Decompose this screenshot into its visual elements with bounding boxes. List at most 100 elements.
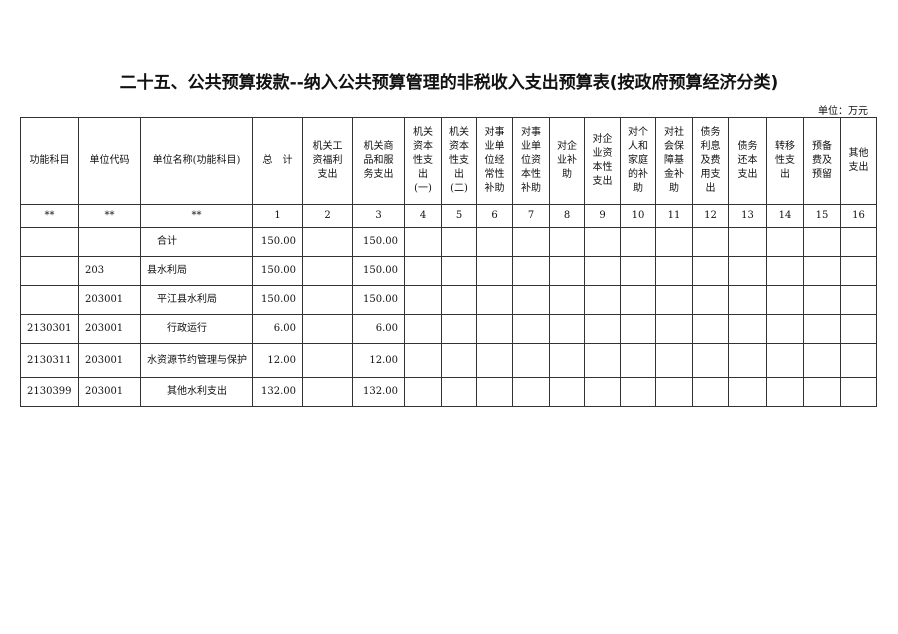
header-cell: 对事 业单 位经 常性 补助 bbox=[476, 117, 513, 205]
function-code-cell: 2130301 bbox=[20, 314, 79, 344]
header-cell: 单位名称(功能科目) bbox=[140, 117, 253, 205]
empty-cell bbox=[655, 256, 693, 286]
empty-cell bbox=[404, 377, 442, 407]
column-number-cell: 16 bbox=[840, 204, 877, 228]
empty-cell bbox=[404, 256, 442, 286]
empty-cell bbox=[840, 256, 877, 286]
total-cell: 6.00 bbox=[252, 314, 303, 344]
header-cell: 机关工 资福利 支出 bbox=[302, 117, 353, 205]
unit-code-cell: 203001 bbox=[78, 285, 141, 315]
empty-cell bbox=[692, 343, 729, 378]
unit-code-cell: 203 bbox=[78, 256, 141, 286]
empty-cell bbox=[441, 256, 477, 286]
empty-cell bbox=[692, 227, 729, 257]
function-code-cell: 2130311 bbox=[20, 343, 79, 378]
column-number-cell: 2 bbox=[302, 204, 353, 228]
empty-cell bbox=[620, 256, 656, 286]
empty-cell bbox=[692, 256, 729, 286]
empty-cell bbox=[840, 343, 877, 378]
unit-name-cell: 其他水利支出 bbox=[140, 377, 253, 407]
unit-code-cell: 203001 bbox=[78, 314, 141, 344]
header-cell: 转移 性支 出 bbox=[766, 117, 804, 205]
empty-cell bbox=[584, 343, 621, 378]
salary-cell bbox=[302, 377, 353, 407]
goods-services-cell: 6.00 bbox=[352, 314, 405, 344]
column-number-cell: 5 bbox=[441, 204, 477, 228]
empty-cell bbox=[803, 227, 841, 257]
empty-cell bbox=[728, 256, 767, 286]
empty-cell bbox=[404, 343, 442, 378]
header-cell: 债务 利息 及费 用支 出 bbox=[692, 117, 729, 205]
total-cell: 150.00 bbox=[252, 285, 303, 315]
empty-cell bbox=[728, 285, 767, 315]
column-number-cell: 8 bbox=[549, 204, 585, 228]
empty-cell bbox=[549, 256, 585, 286]
empty-cell bbox=[692, 377, 729, 407]
empty-cell bbox=[620, 377, 656, 407]
column-number-cell: ** bbox=[78, 204, 141, 228]
empty-cell bbox=[840, 314, 877, 344]
empty-cell bbox=[728, 377, 767, 407]
unit-code-cell: 203001 bbox=[78, 343, 141, 378]
header-cell: 总 计 bbox=[252, 117, 303, 205]
empty-cell bbox=[549, 314, 585, 344]
unit-name-cell: 行政运行 bbox=[140, 314, 253, 344]
header-cell: 对事 业单 位资 本性 补助 bbox=[512, 117, 550, 205]
table-row: 2130399 203001 其他水利支出 132.00 132.00 bbox=[20, 377, 877, 407]
table-row: 2130301 203001 行政运行 6.00 6.00 bbox=[20, 314, 877, 344]
empty-cell bbox=[584, 227, 621, 257]
table-row: 203001 平江县水利局 150.00 150.00 bbox=[20, 285, 877, 315]
empty-cell bbox=[549, 285, 585, 315]
empty-cell bbox=[655, 314, 693, 344]
empty-cell bbox=[803, 285, 841, 315]
header-cell: 其他 支出 bbox=[840, 117, 877, 205]
empty-cell bbox=[840, 227, 877, 257]
header-row: 功能科目 单位代码 单位名称(功能科目) 总 计机关工 资福利 支出 机关商 品和服 务… bbox=[20, 117, 877, 205]
header-cell: 对企 业资 本性 支出 bbox=[584, 117, 621, 205]
salary-cell bbox=[302, 256, 353, 286]
column-number-cell: ** bbox=[140, 204, 253, 228]
unit-name-cell: 县水利局 bbox=[140, 256, 253, 286]
header-cell: 单位代码 bbox=[78, 117, 141, 205]
empty-cell bbox=[692, 314, 729, 344]
empty-cell bbox=[766, 377, 804, 407]
goods-services-cell: 150.00 bbox=[352, 285, 405, 315]
function-code-cell: 2130399 bbox=[20, 377, 79, 407]
goods-services-cell: 132.00 bbox=[352, 377, 405, 407]
function-code-cell bbox=[20, 285, 79, 315]
header-cell: 机关 资本 性支 出 (一) bbox=[404, 117, 442, 205]
empty-cell bbox=[803, 343, 841, 378]
salary-cell bbox=[302, 343, 353, 378]
empty-cell bbox=[584, 285, 621, 315]
unit-code-cell bbox=[78, 227, 141, 257]
empty-cell bbox=[476, 285, 513, 315]
total-cell: 150.00 bbox=[252, 227, 303, 257]
empty-cell bbox=[441, 314, 477, 344]
empty-cell bbox=[840, 377, 877, 407]
empty-cell bbox=[584, 256, 621, 286]
goods-services-cell: 150.00 bbox=[352, 227, 405, 257]
empty-cell bbox=[549, 377, 585, 407]
column-number-cell: 9 bbox=[584, 204, 621, 228]
header-cell: 功能科目 bbox=[20, 117, 79, 205]
header-cell: 对社 会保 障基 金补 助 bbox=[655, 117, 693, 205]
goods-services-cell: 12.00 bbox=[352, 343, 405, 378]
empty-cell bbox=[441, 377, 477, 407]
empty-cell bbox=[692, 285, 729, 315]
empty-cell bbox=[512, 256, 550, 286]
empty-cell bbox=[728, 343, 767, 378]
column-number-cell: 15 bbox=[803, 204, 841, 228]
empty-cell bbox=[620, 227, 656, 257]
total-cell: 132.00 bbox=[252, 377, 303, 407]
empty-cell bbox=[404, 285, 442, 315]
empty-cell bbox=[766, 256, 804, 286]
header-cell: 对企 业补 助 bbox=[549, 117, 585, 205]
table-row: 203 县水利局 150.00 150.00 bbox=[20, 256, 877, 286]
column-number-cell: 11 bbox=[655, 204, 693, 228]
unit-name-cell: 平江县水利局 bbox=[140, 285, 253, 315]
empty-cell bbox=[728, 314, 767, 344]
function-code-cell bbox=[20, 227, 79, 257]
empty-cell bbox=[476, 343, 513, 378]
empty-cell bbox=[512, 377, 550, 407]
empty-cell bbox=[766, 285, 804, 315]
